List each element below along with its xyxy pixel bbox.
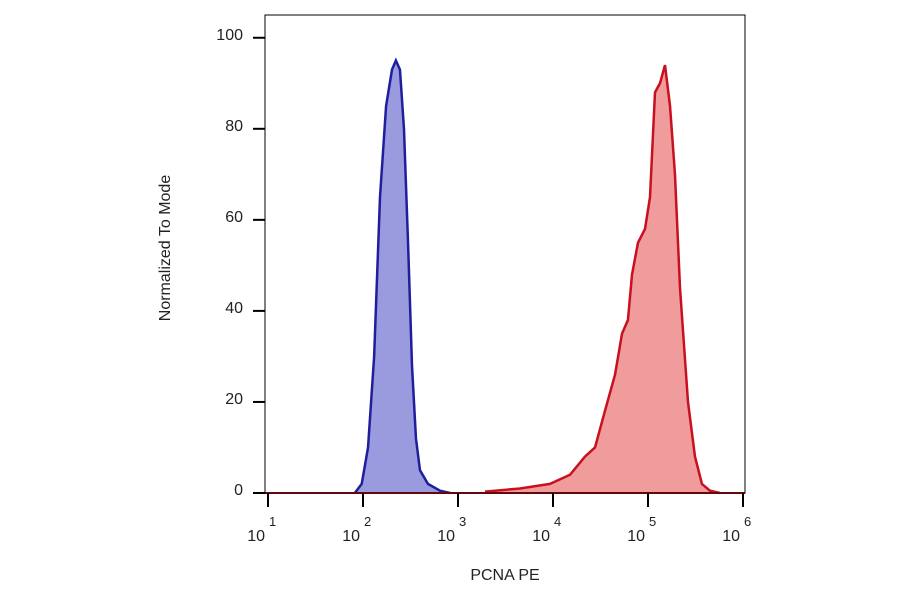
x-axis-label: PCNA PE bbox=[470, 567, 539, 584]
y-axis-label: Normalized To Mode bbox=[157, 175, 174, 322]
y-tick-label: 0 bbox=[234, 482, 243, 499]
x-tick-exponent: 6 bbox=[744, 514, 751, 529]
x-tick-exponent: 5 bbox=[649, 514, 656, 529]
x-tick-label: 10 bbox=[627, 528, 645, 545]
x-tick-label: 10 bbox=[437, 528, 455, 545]
x-tick-label: 10 bbox=[722, 528, 740, 545]
line bbox=[484, 64, 721, 495]
y-tick-label: 80 bbox=[225, 118, 243, 135]
x-tick-exponent: 3 bbox=[459, 514, 466, 529]
x-tick-label: 10 bbox=[532, 528, 550, 545]
x-tick-label: 10 bbox=[342, 528, 360, 545]
y-tick-label: 40 bbox=[225, 300, 243, 317]
area bbox=[354, 60, 451, 494]
line bbox=[353, 57, 451, 495]
plot-frame bbox=[264, 14, 746, 494]
y-tick-label: 100 bbox=[216, 27, 243, 44]
x-tick-exponent: 4 bbox=[554, 514, 561, 529]
area bbox=[484, 65, 721, 494]
x-tick-label: 10 bbox=[247, 528, 265, 545]
y-tick-label: 60 bbox=[225, 209, 243, 226]
x-tick-exponent: 1 bbox=[269, 514, 276, 529]
y-tick-label: 20 bbox=[225, 391, 243, 408]
x-tick-exponent: 2 bbox=[364, 514, 371, 529]
